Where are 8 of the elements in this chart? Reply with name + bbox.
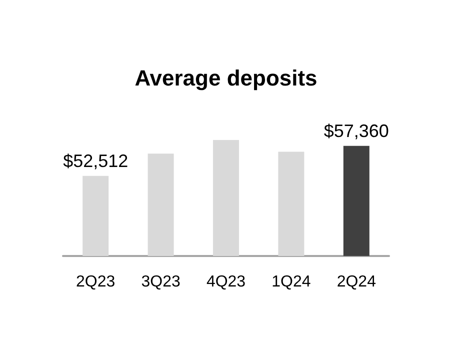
- x-tick-label: 3Q23: [141, 274, 180, 290]
- x-tick-label: 2Q24: [336, 274, 376, 290]
- data-label: $52,512: [63, 150, 128, 171]
- chart-title: Average deposits: [134, 66, 318, 90]
- x-tick-label: 4Q23: [206, 274, 246, 290]
- data-label: $57,360: [324, 120, 389, 141]
- x-tick-label: 2Q23: [76, 274, 116, 290]
- x-tick-label: 1Q24: [272, 274, 311, 290]
